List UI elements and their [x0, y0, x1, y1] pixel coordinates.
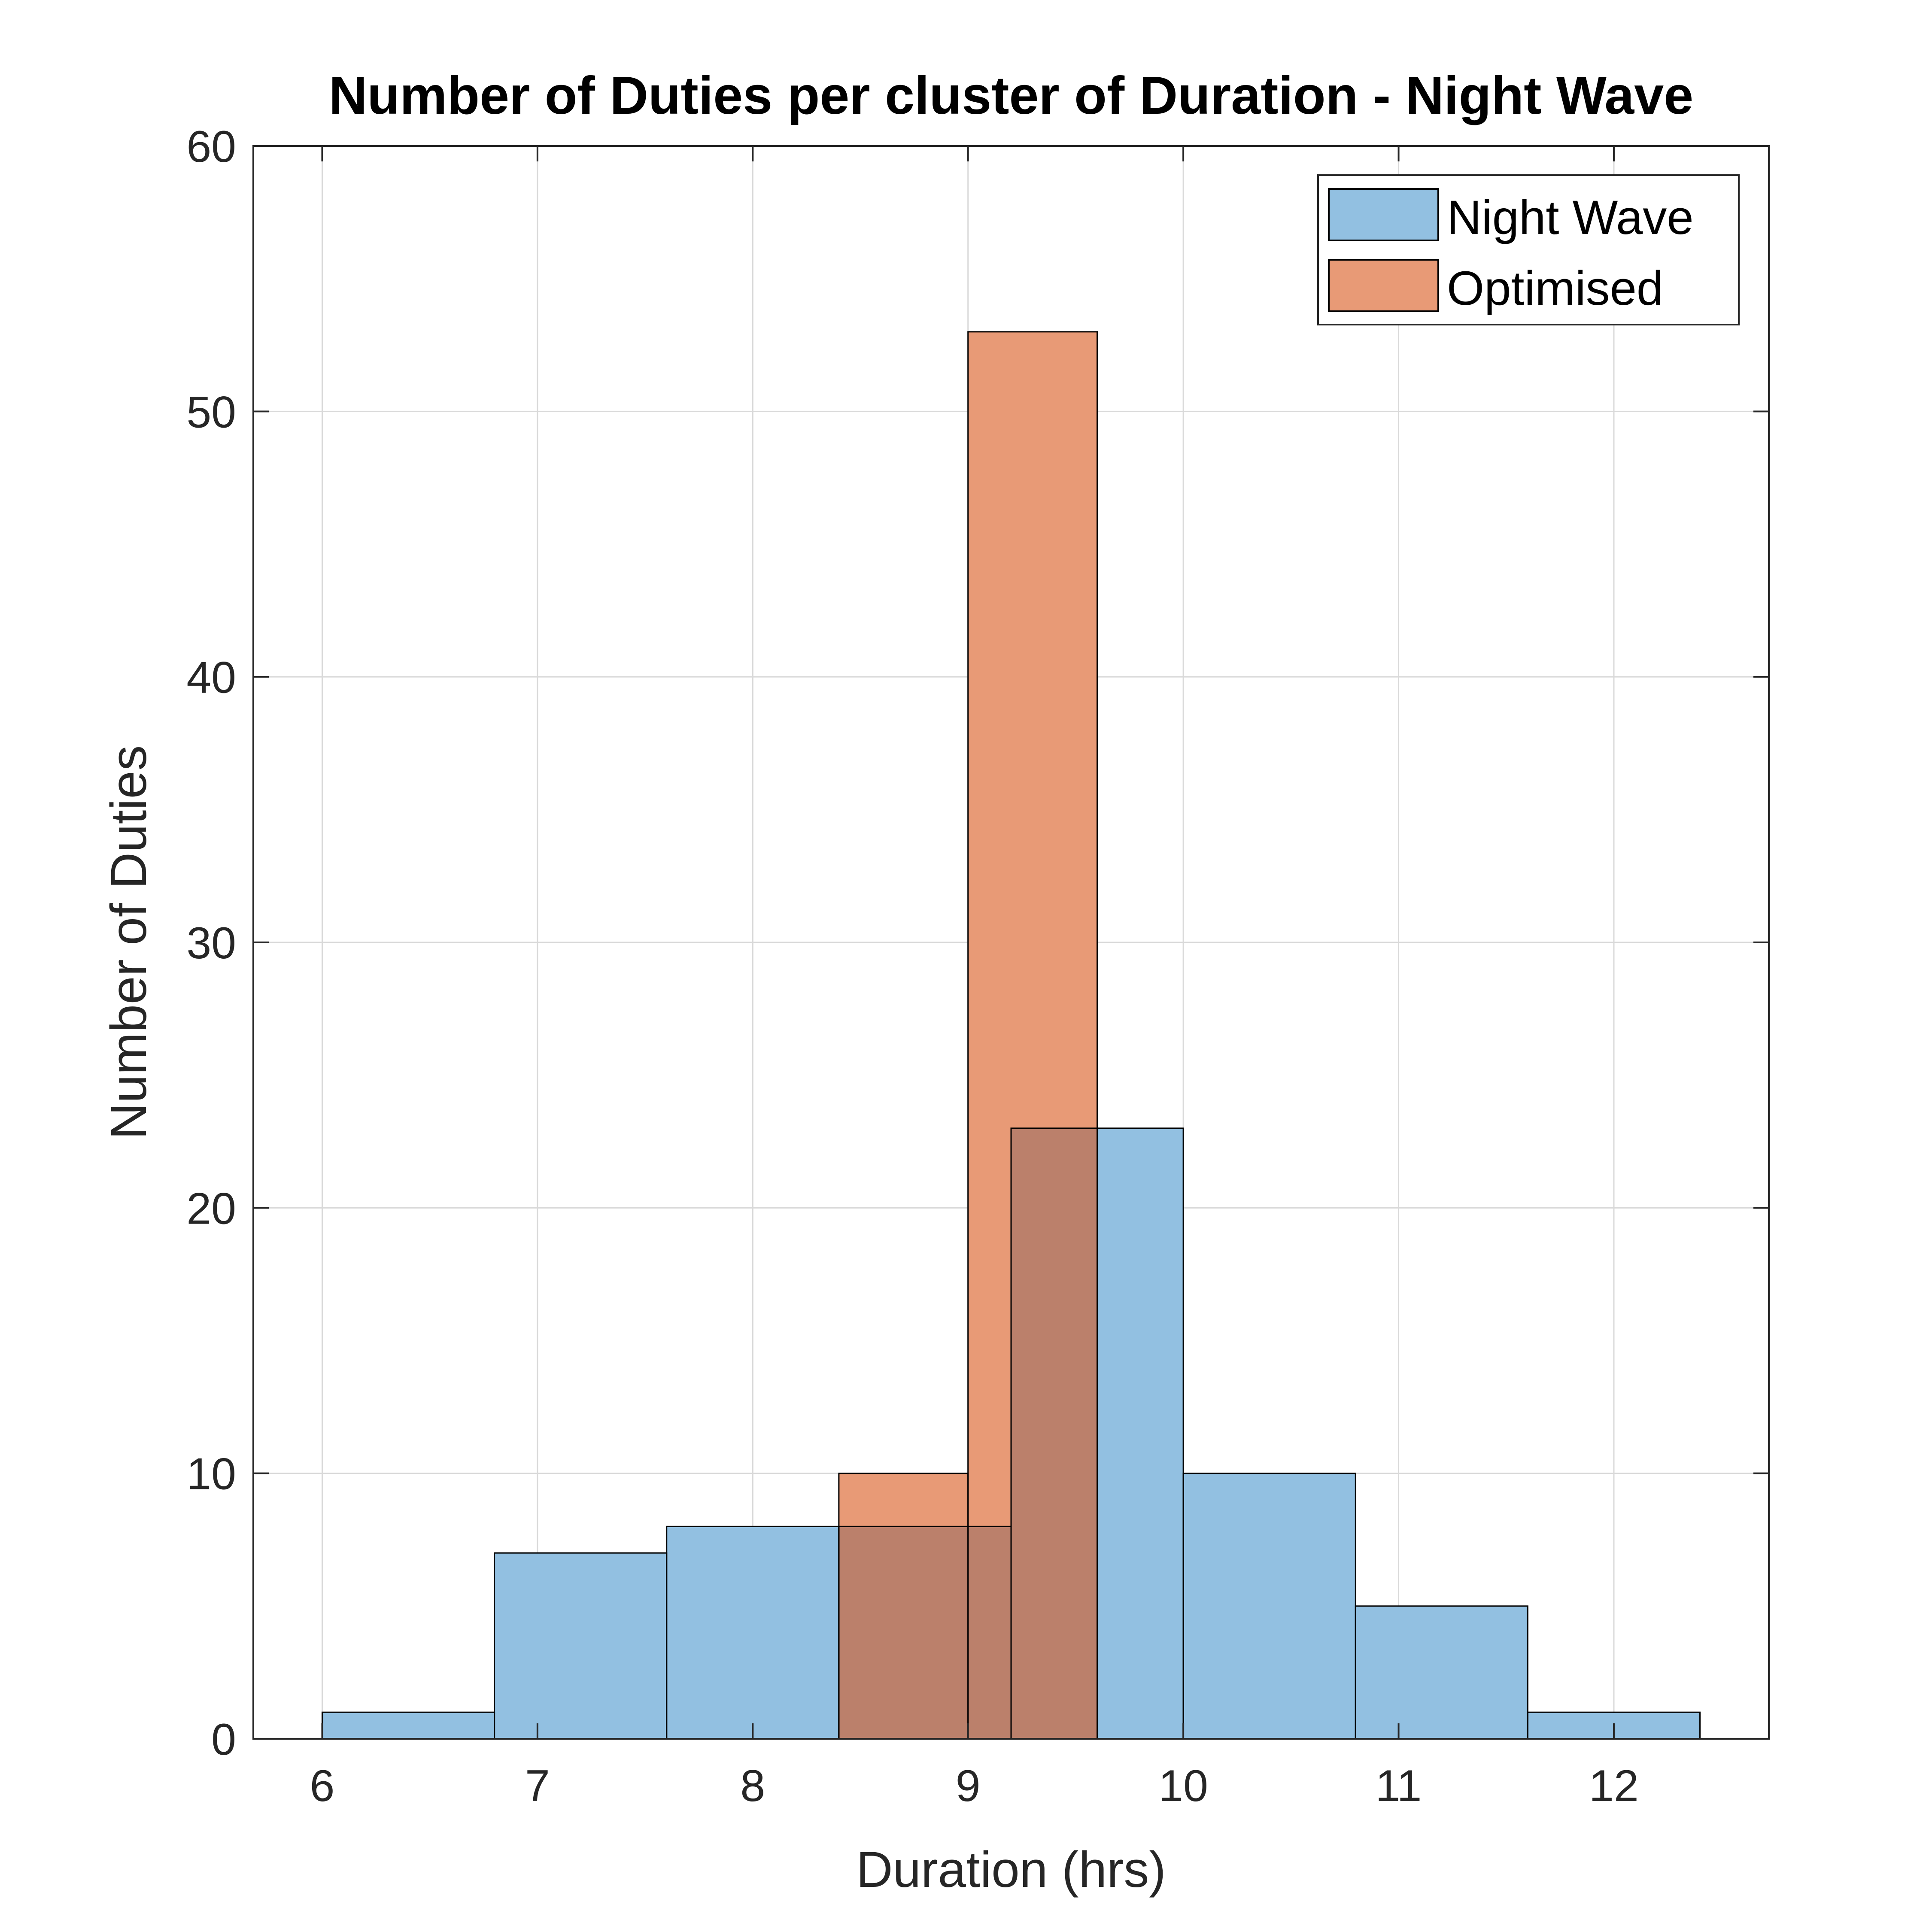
- x-tick-label: 12: [1589, 1761, 1639, 1811]
- night-wave-bar: [666, 1526, 839, 1739]
- x-tick-label: 6: [310, 1761, 335, 1811]
- x-tick-label: 10: [1158, 1761, 1208, 1811]
- legend-swatch-optimised: [1328, 259, 1439, 312]
- legend-label-optimised: Optimised: [1447, 261, 1663, 315]
- y-tick-label: 40: [186, 653, 236, 703]
- x-tick-label: 7: [525, 1761, 550, 1811]
- night-wave-bar: [322, 1712, 495, 1739]
- chart-legend: Night Wave Optimised: [1317, 174, 1740, 325]
- y-tick-label: 20: [186, 1184, 236, 1233]
- x-tick-label: 11: [1376, 1761, 1422, 1811]
- y-tick-label: 60: [186, 122, 236, 172]
- x-tick-label: 8: [740, 1761, 765, 1811]
- y-axis-label: Number of Duties: [100, 745, 157, 1139]
- y-tick-label: 0: [211, 1715, 236, 1765]
- legend-swatch-night-wave: [1328, 188, 1439, 241]
- night-wave-bar: [1183, 1473, 1356, 1739]
- axis-ticks: 6 7 8 9 10 11 12 0 10 20 30 40 50 60: [186, 122, 1769, 1811]
- legend-label-night-wave: Night Wave: [1447, 191, 1694, 244]
- night-wave-bar: [494, 1553, 667, 1739]
- y-tick-label: 30: [186, 918, 236, 968]
- overlap-region: [968, 1526, 1011, 1739]
- y-tick-label: 50: [186, 387, 236, 437]
- y-tick-label: 10: [186, 1449, 236, 1499]
- histogram-bars: [321, 331, 1701, 1740]
- x-axis-label: Duration (hrs): [856, 1841, 1166, 1898]
- overlap-region: [1011, 1128, 1097, 1739]
- night-wave-bar: [1355, 1606, 1528, 1739]
- x-tick-label: 9: [956, 1761, 981, 1811]
- overlap-region: [838, 1526, 968, 1739]
- chart-title: Number of Duties per cluster of Duration…: [329, 66, 1693, 125]
